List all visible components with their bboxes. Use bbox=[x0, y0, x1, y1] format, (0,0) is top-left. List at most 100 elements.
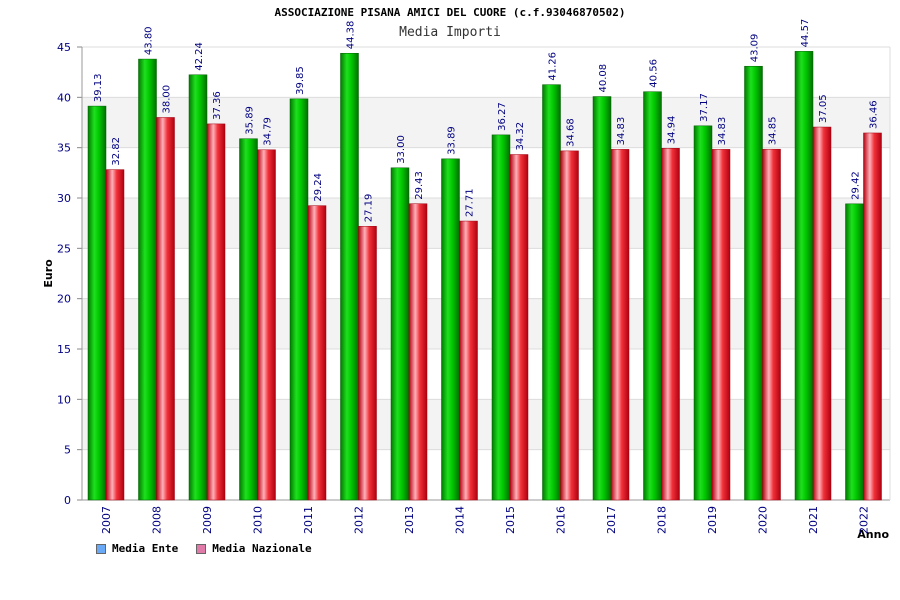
bar-media-nazionale-2010 bbox=[257, 149, 276, 501]
x-tick-label: 2016 bbox=[555, 506, 568, 534]
data-label: 35.89 bbox=[245, 106, 256, 135]
bar-media-ente-2008 bbox=[138, 58, 157, 501]
y-tick-label: 0 bbox=[64, 494, 71, 507]
data-label: 44.57 bbox=[800, 19, 811, 48]
bar-media-ente-2015 bbox=[491, 134, 511, 501]
data-label: 37.17 bbox=[699, 93, 710, 122]
x-tick-label: 2015 bbox=[504, 506, 517, 534]
data-label: 27.71 bbox=[465, 188, 476, 217]
bar-media-nazionale-2008 bbox=[156, 117, 175, 501]
x-tick-label: 2018 bbox=[656, 506, 669, 534]
data-label: 29.42 bbox=[851, 171, 862, 200]
x-tick-label: 2014 bbox=[454, 506, 467, 534]
data-label: 34.94 bbox=[667, 116, 678, 145]
data-label: 34.32 bbox=[515, 122, 526, 151]
data-label: 34.83 bbox=[616, 117, 627, 146]
data-label: 39.85 bbox=[295, 66, 306, 95]
data-label: 39.13 bbox=[93, 73, 104, 102]
y-tick-label: 35 bbox=[57, 142, 71, 155]
bar-media-nazionale-2020 bbox=[762, 148, 781, 501]
bar-media-ente-2018 bbox=[643, 91, 662, 501]
data-label: 29.43 bbox=[414, 171, 425, 200]
x-tick-label: 2012 bbox=[353, 506, 366, 534]
y-tick-label: 20 bbox=[57, 293, 71, 306]
y-tick-label: 40 bbox=[57, 91, 71, 104]
x-tick-label: 2007 bbox=[100, 506, 113, 534]
data-label: 33.00 bbox=[396, 135, 407, 164]
bar-media-nazionale-2012 bbox=[358, 226, 377, 501]
y-tick-label: 5 bbox=[64, 444, 71, 457]
x-tick-label: 2008 bbox=[151, 506, 164, 534]
legend-item-media-nazionale: Media Nazionale bbox=[196, 542, 312, 555]
bar-media-nazionale-2011 bbox=[307, 205, 327, 501]
bar-media-nazionale-2007 bbox=[105, 169, 125, 501]
bar-media-ente-2009 bbox=[188, 74, 208, 501]
legend: Media Ente Media Nazionale bbox=[96, 542, 312, 555]
bar-media-ente-2019 bbox=[693, 125, 713, 501]
y-axis-label: Euro bbox=[42, 259, 55, 288]
data-label: 40.08 bbox=[598, 64, 609, 93]
data-label: 42.24 bbox=[194, 42, 205, 71]
bar-media-ente-2016 bbox=[542, 84, 561, 501]
chart-title: ASSOCIAZIONE PISANA AMICI DEL CUORE (c.f… bbox=[274, 6, 626, 19]
data-label: 44.38 bbox=[346, 21, 357, 50]
legend-label-media-ente: Media Ente bbox=[112, 542, 179, 555]
legend-label-media-nazionale: Media Nazionale bbox=[212, 542, 312, 555]
x-tick-label: 2019 bbox=[706, 506, 719, 534]
x-tick-label: 2020 bbox=[757, 506, 770, 534]
legend-swatch-media-nazionale bbox=[196, 543, 207, 554]
data-label: 34.85 bbox=[768, 117, 779, 146]
data-label: 41.26 bbox=[548, 52, 559, 81]
bar-media-ente-2014 bbox=[441, 158, 460, 501]
data-label: 27.19 bbox=[364, 194, 375, 223]
bar-media-nazionale-2014 bbox=[459, 220, 478, 501]
y-tick-label: 30 bbox=[57, 192, 71, 205]
bar-media-nazionale-2018 bbox=[661, 148, 680, 501]
chart-subtitle: Media Importi bbox=[399, 25, 501, 40]
data-label: 32.82 bbox=[111, 137, 122, 166]
bar-media-nazionale-2015 bbox=[509, 154, 529, 501]
data-label: 43.09 bbox=[750, 34, 761, 63]
x-tick-label: 2017 bbox=[605, 506, 618, 534]
bar-media-ente-2017 bbox=[592, 96, 612, 501]
x-tick-label: 2009 bbox=[201, 506, 214, 534]
data-label: 38.00 bbox=[162, 85, 173, 114]
x-tick-label: 2021 bbox=[807, 506, 820, 534]
data-label: 37.05 bbox=[818, 94, 829, 123]
data-label: 36.46 bbox=[869, 100, 880, 129]
y-tick-label: 15 bbox=[57, 343, 71, 356]
data-label: 29.24 bbox=[313, 173, 324, 202]
bar-media-ente-2021 bbox=[794, 51, 814, 501]
x-tick-label: 2011 bbox=[302, 506, 315, 534]
bar-media-nazionale-2019 bbox=[711, 149, 731, 501]
data-label: 33.89 bbox=[447, 126, 458, 155]
x-tick-label: 2022 bbox=[858, 506, 871, 534]
data-label: 40.56 bbox=[649, 59, 660, 88]
data-label: 43.80 bbox=[144, 26, 155, 55]
bar-media-ente-2012 bbox=[340, 52, 359, 501]
data-label: 34.79 bbox=[263, 117, 274, 146]
x-axis-label: Anno bbox=[857, 528, 889, 541]
bar-media-nazionale-2021 bbox=[812, 126, 832, 501]
x-tick-label: 2010 bbox=[252, 506, 265, 534]
bar-media-ente-2011 bbox=[289, 98, 309, 501]
bar-media-nazionale-2013 bbox=[408, 203, 428, 501]
y-tick-label: 45 bbox=[57, 41, 71, 54]
y-tick-label: 25 bbox=[57, 242, 71, 255]
data-label: 37.36 bbox=[212, 91, 223, 120]
y-tick-label: 10 bbox=[57, 393, 71, 406]
bar-media-nazionale-2009 bbox=[206, 123, 226, 501]
bar-media-ente-2020 bbox=[744, 65, 763, 501]
x-tick-label: 2013 bbox=[403, 506, 416, 534]
legend-swatch-media-ente bbox=[96, 543, 106, 554]
legend-item-media-ente: Media Ente bbox=[96, 542, 178, 555]
data-label: 34.83 bbox=[717, 117, 728, 146]
bar-media-ente-2022 bbox=[845, 203, 864, 501]
data-label: 36.27 bbox=[497, 102, 508, 131]
bar-media-ente-2007 bbox=[87, 105, 107, 501]
bar-media-nazionale-2017 bbox=[610, 149, 630, 501]
bar-media-nazionale-2016 bbox=[560, 150, 579, 501]
bar-media-ente-2013 bbox=[390, 167, 410, 501]
